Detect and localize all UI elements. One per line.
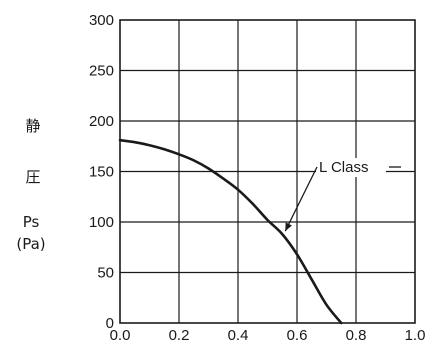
annotations: L Class [284, 158, 401, 232]
x-tick-label: 0.8 [346, 327, 367, 344]
annotation-arrowhead [285, 222, 292, 232]
y-tick-label: 0 [106, 315, 114, 332]
y-tick-label: 200 [89, 113, 114, 130]
y-axis-label-line: (Pa) [16, 235, 45, 253]
y-tick-label: 250 [89, 63, 114, 80]
x-tick-label: 0.2 [169, 327, 190, 344]
y-tick-labels: 0 50 100 150 200 250 300 [89, 12, 114, 332]
annotation-leader [284, 166, 318, 232]
y-axis-label-line: Ps [23, 213, 40, 231]
y-axis-label: 静圧 Ps (Pa) [16, 117, 45, 253]
y-tick-label: 100 [89, 214, 114, 231]
x-tick-label: 1.0 [405, 327, 426, 344]
series-lines [118, 138, 343, 325]
y-axis-label-line: 圧 [25, 168, 40, 186]
y-tick-label: 150 [89, 164, 114, 181]
y-tick-label: 300 [89, 12, 114, 29]
x-tick-label: 0.0 [110, 327, 131, 344]
x-tick-labels: 0.0 0.2 0.4 0.6 0.8 1.0 [110, 327, 426, 344]
annotation-label: L Class [319, 159, 368, 176]
series-line-0 [118, 138, 343, 325]
y-axis-label-line: 静 [25, 117, 40, 135]
y-tick-label: 50 [97, 265, 114, 282]
plot-frame [119, 19, 416, 324]
grid-lines [120, 20, 415, 323]
x-tick-label: 0.4 [228, 327, 249, 344]
x-tick-label: 0.6 [287, 327, 308, 344]
annotation-label-background [316, 158, 386, 177]
